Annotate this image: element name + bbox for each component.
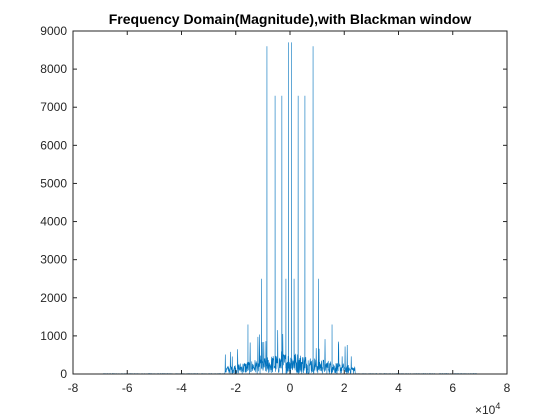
chart-title: Frequency Domain(Magnitude),with Blackma… — [109, 11, 472, 27]
x-exponent-label: ×104 — [475, 401, 500, 417]
y-tick-label: 2000 — [40, 291, 67, 305]
x-tick-label: -6 — [122, 381, 133, 395]
y-tick-label: 8000 — [40, 62, 67, 76]
y-tick-label: 1000 — [40, 329, 67, 343]
y-tick-label: 9000 — [40, 24, 67, 38]
y-axis-ticks: 0 1000 2000 3000 4000 5000 6000 7000 8000 9000 — [40, 24, 507, 381]
y-tick-label: 3000 — [40, 253, 67, 267]
x-axis-ticks: -8 -6 -4 -2 0 2 4 6 8 — [68, 31, 511, 395]
y-tick-label: 4000 — [40, 215, 67, 229]
x-tick-label: -4 — [176, 381, 187, 395]
x-tick-label: -8 — [68, 381, 79, 395]
y-tick-label: 0 — [60, 367, 67, 381]
x-tick-label: -2 — [230, 381, 241, 395]
x-tick-label: 0 — [287, 381, 294, 395]
x-tick-label: 6 — [449, 381, 456, 395]
plot-area — [73, 31, 507, 374]
x-tick-label: 4 — [395, 381, 402, 395]
x-tick-label: 8 — [504, 381, 511, 395]
y-tick-label: 6000 — [40, 138, 67, 152]
y-tick-label: 7000 — [40, 100, 67, 114]
y-tick-label: 5000 — [40, 176, 67, 190]
axes-box — [72, 30, 508, 375]
x-tick-label: 2 — [341, 381, 348, 395]
x-exponent-value: 4 — [495, 401, 500, 411]
